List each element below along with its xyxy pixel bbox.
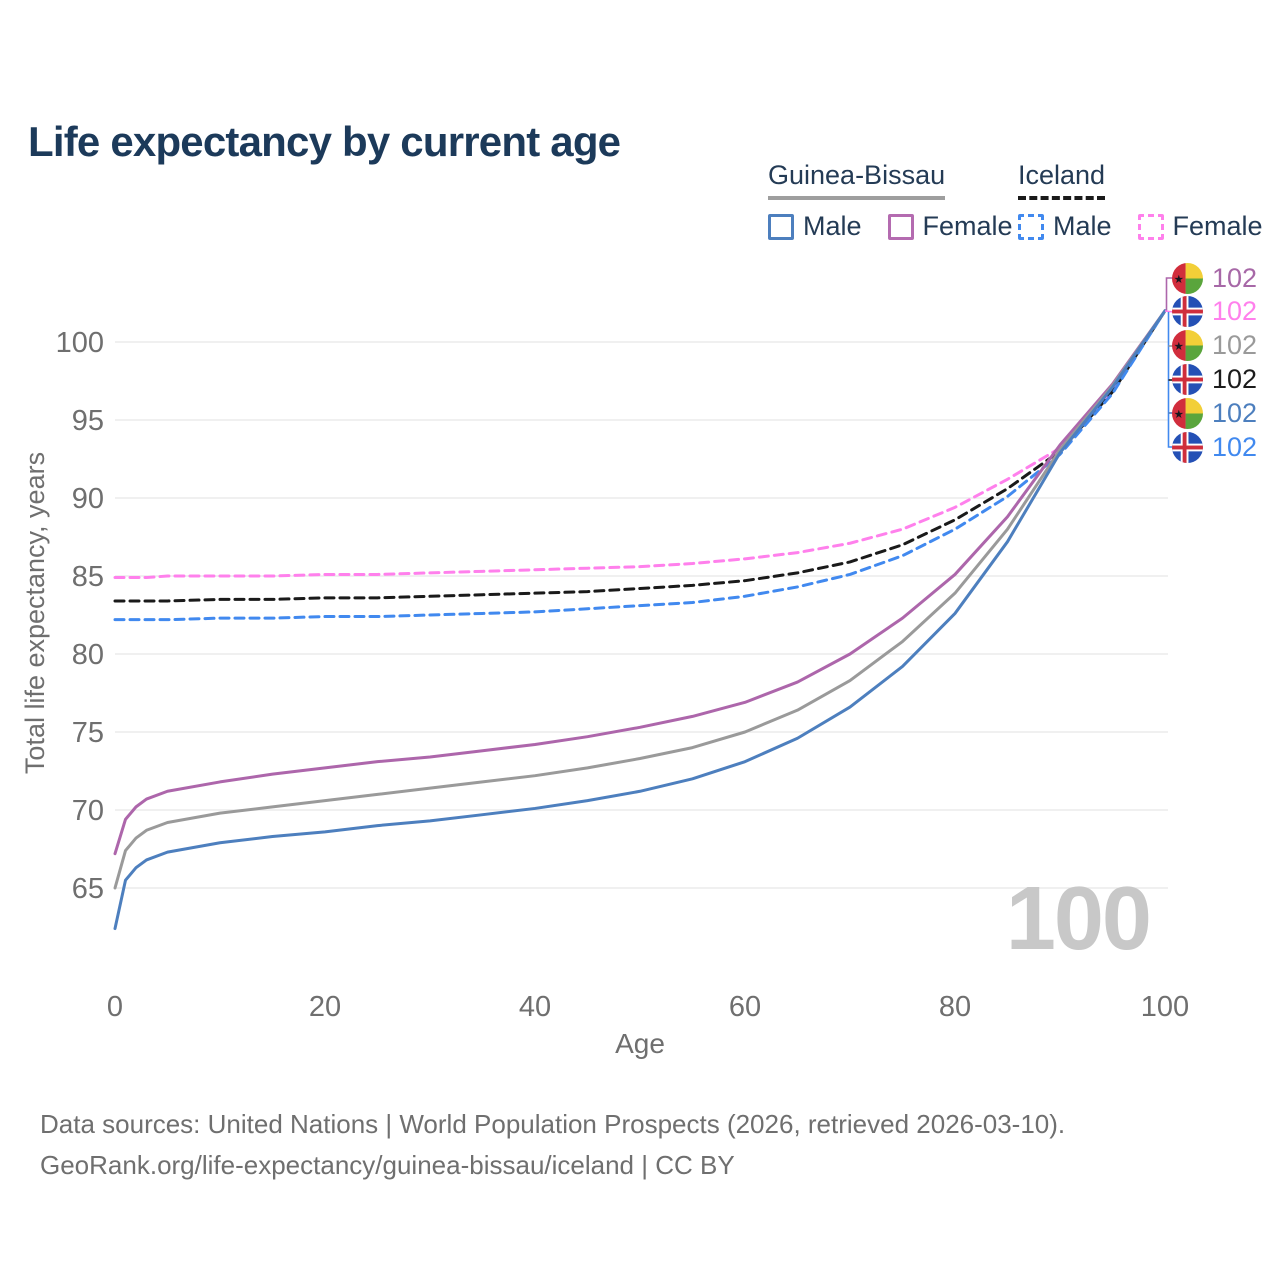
legend-item-guinea-bissau-male[interactable]: Male (768, 211, 862, 242)
end-label-row-iceland: 102 (1172, 362, 1257, 396)
legend-country-iceland[interactable]: Iceland (1018, 160, 1106, 200)
y-tick-label: 80 (72, 639, 104, 671)
end-label-row-iceland: 102 (1172, 430, 1257, 464)
end-label-value: 102 (1212, 363, 1258, 394)
x-tick-label: 40 (519, 991, 551, 1023)
end-label-row-iceland: 102 (1172, 295, 1257, 329)
male-dashed-swatch-icon (1018, 213, 1044, 240)
series-line-guinea-bissau-female[interactable] (113, 309, 1167, 856)
female-solid-swatch-icon (887, 213, 914, 240)
y-tick-label: 70 (72, 795, 104, 827)
svg-text:★: ★ (1174, 272, 1184, 285)
footer-attribution-line: GeoRank.org/life-expectancy/guinea-bissa… (40, 1150, 735, 1180)
x-axis-title: Age (615, 1028, 665, 1059)
series-line-guinea-bissau-male[interactable] (113, 309, 1167, 931)
x-tick-label: 20 (309, 991, 341, 1023)
series-line-iceland-male[interactable] (113, 309, 1167, 622)
svg-text:★: ★ (1174, 408, 1184, 421)
y-tick-label: 95 (72, 405, 104, 437)
y-tick-label: 75 (72, 717, 104, 749)
y-axis-title: Total life expectancy, years (20, 452, 50, 774)
female-dashed-swatch-icon (1137, 213, 1164, 240)
end-label-value: 102 (1212, 431, 1258, 462)
y-tick-label: 100 (56, 327, 104, 359)
legend-item-label: Female (922, 211, 1013, 241)
legend-item-guinea-bissau-female[interactable]: Female (887, 211, 1013, 242)
end-label-value: 102 (1212, 262, 1258, 293)
legend-group-iceland: Iceland Male Female (1018, 160, 1263, 242)
x-tick-label: 100 (1141, 991, 1189, 1023)
x-tick-label: 0 (107, 991, 123, 1023)
footer: Data sources: United Nations | World Pop… (40, 1104, 1240, 1186)
end-label-row-guinea-bissau: ★ 102 (1172, 329, 1257, 363)
series-line-iceland-all[interactable] (113, 309, 1167, 603)
end-label-value: 102 (1212, 330, 1258, 361)
x-tick-label: 80 (939, 991, 971, 1023)
iceland-flag-icon (1172, 296, 1203, 328)
footer-sources-line: Data sources: United Nations | World Pop… (40, 1109, 1066, 1139)
series-line-guinea-bissau-all[interactable] (113, 309, 1167, 890)
x-tick-label: 60 (729, 991, 761, 1023)
legend-item-iceland-male[interactable]: Male (1018, 211, 1112, 242)
y-tick-label: 65 (72, 873, 104, 905)
svg-text:★: ★ (1174, 340, 1184, 353)
legend-item-label: Female (1172, 211, 1263, 241)
legend-country-guinea-bissau[interactable]: Guinea-Bissau (768, 160, 946, 200)
end-label-connector (1165, 277, 1174, 311)
y-tick-label: 90 (72, 483, 104, 515)
end-label-value: 102 (1212, 397, 1258, 428)
male-solid-swatch-icon (768, 213, 794, 240)
iceland-flag-icon (1172, 363, 1203, 395)
iceland-flag-icon (1172, 431, 1203, 463)
guinea-bissau-flag-icon: ★ (1172, 262, 1203, 294)
series-line-iceland-female[interactable] (113, 309, 1167, 580)
legend-item-iceland-female[interactable]: Female (1137, 211, 1263, 242)
legend-group-guinea-bissau: Guinea-Bissau Male Female (768, 160, 1013, 242)
guinea-bissau-flag-icon: ★ (1172, 397, 1203, 429)
legend-item-label: Male (1053, 211, 1112, 241)
end-label-value: 102 (1212, 296, 1258, 327)
y-tick-label: 85 (72, 561, 104, 593)
page-title: Life expectancy by current age (28, 118, 621, 166)
legend-item-label: Male (803, 211, 862, 241)
age-counter-watermark: 100 (1005, 869, 1152, 969)
end-label-row-guinea-bissau: ★ 102 (1172, 396, 1257, 430)
guinea-bissau-flag-icon: ★ (1172, 330, 1203, 362)
end-label-row-guinea-bissau: ★ 102 (1172, 261, 1257, 295)
